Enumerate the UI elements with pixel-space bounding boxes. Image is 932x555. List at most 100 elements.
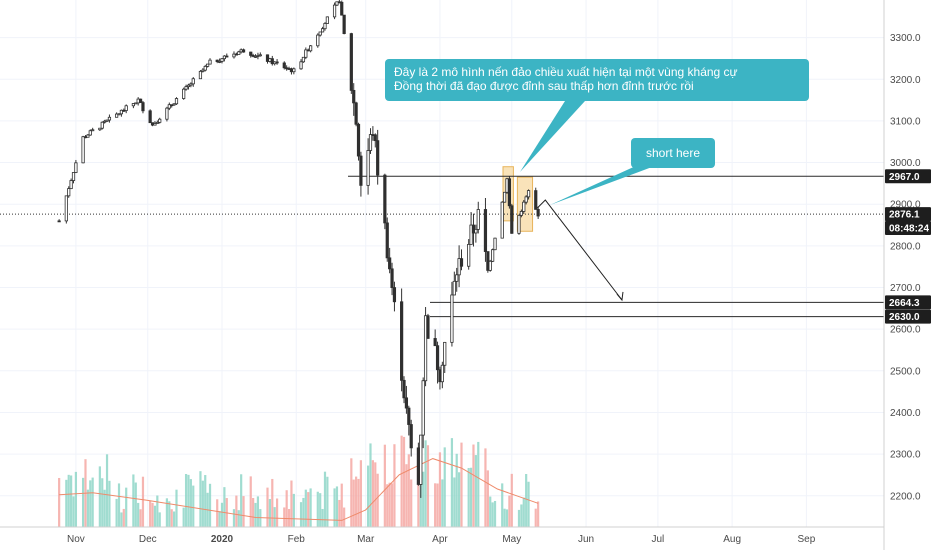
volume-bar bbox=[290, 480, 293, 527]
x-tick-label: Mar bbox=[357, 534, 375, 545]
candle-body bbox=[208, 59, 212, 65]
volume-bar bbox=[299, 502, 303, 527]
candle-body bbox=[467, 243, 471, 267]
candle-body bbox=[172, 103, 176, 106]
candle-body bbox=[189, 83, 193, 86]
candle-body bbox=[435, 345, 440, 371]
candle-body bbox=[376, 140, 380, 176]
y-tick-label: 2400.0 bbox=[890, 408, 921, 419]
candle-body bbox=[519, 211, 523, 216]
candle-body bbox=[265, 54, 270, 62]
candle-body bbox=[103, 120, 107, 123]
candle-body bbox=[443, 341, 447, 366]
volume-bar bbox=[170, 509, 173, 527]
candle-body bbox=[282, 62, 286, 69]
candle-body bbox=[419, 434, 423, 485]
volume-bar bbox=[458, 472, 461, 527]
candle-body bbox=[165, 107, 169, 120]
volume-bar bbox=[460, 442, 463, 527]
candle-body bbox=[184, 86, 188, 90]
candle-body bbox=[507, 178, 512, 207]
annotation-callout-short[interactable]: short here bbox=[631, 138, 715, 168]
volume-bar bbox=[192, 485, 195, 527]
x-tick-label: Jun bbox=[578, 534, 594, 545]
candle-body bbox=[503, 191, 507, 203]
candle-body bbox=[107, 116, 112, 121]
x-axis-ticks[interactable]: Nov Dec 2020 Feb Mar Apr May Jun Jul Aug Sep bbox=[67, 534, 816, 545]
candle-body bbox=[91, 129, 95, 132]
volume-bar bbox=[199, 471, 202, 527]
volume-bar bbox=[81, 477, 85, 527]
y-axis-ticks[interactable]: 3300.0 3200.0 3100.0 3000.0 2900.0 2800.0 2700… bbox=[890, 33, 921, 502]
candle-body bbox=[455, 274, 459, 282]
candle-body bbox=[275, 61, 279, 64]
candle-body bbox=[316, 34, 320, 47]
volume-bar bbox=[273, 507, 276, 527]
annotation-callout-main[interactable]: Đây là 2 mô hình nến đảo chiều xuất hiện… bbox=[385, 59, 809, 101]
candle-body bbox=[340, 1, 344, 16]
volume-bar bbox=[268, 499, 271, 527]
candle-body bbox=[225, 55, 229, 58]
volume-bar bbox=[338, 499, 341, 527]
y-tick-label: 3300.0 bbox=[890, 33, 921, 44]
candle-body bbox=[98, 127, 102, 131]
candle-body bbox=[64, 195, 68, 222]
candle-body bbox=[309, 45, 313, 52]
volume-bar bbox=[438, 452, 442, 527]
volume-bar bbox=[321, 508, 324, 527]
volume-bar bbox=[70, 475, 73, 527]
y-tick-label: 2300.0 bbox=[890, 450, 921, 461]
candle-body bbox=[74, 162, 78, 173]
volume-bar bbox=[283, 507, 286, 527]
volume-bar bbox=[436, 483, 439, 527]
volume-bar bbox=[434, 483, 437, 527]
volume-bar bbox=[467, 467, 470, 527]
volume-bar bbox=[366, 465, 370, 527]
volume-bar bbox=[223, 487, 226, 527]
volume-bar bbox=[117, 483, 121, 527]
volume-bar bbox=[237, 510, 240, 527]
volume-bar bbox=[376, 473, 379, 527]
volume-bar bbox=[58, 477, 61, 527]
volume-bar bbox=[240, 474, 243, 527]
candle-body bbox=[304, 49, 308, 58]
candle-body bbox=[318, 31, 322, 36]
volume-bar bbox=[335, 486, 339, 527]
volume-bar bbox=[175, 489, 178, 527]
volume-bar bbox=[484, 448, 487, 527]
volume-bar bbox=[443, 447, 446, 527]
volume-bar bbox=[405, 464, 408, 527]
candle-body bbox=[459, 258, 464, 267]
y-tick-label: 3000.0 bbox=[890, 158, 921, 169]
x-tick-label: May bbox=[502, 534, 521, 545]
candle-body bbox=[491, 249, 495, 262]
projection-line bbox=[536, 199, 623, 301]
volume-bar bbox=[508, 495, 511, 527]
y-tick-label: 3200.0 bbox=[890, 75, 921, 86]
volume-bar bbox=[340, 483, 343, 527]
candle-body bbox=[323, 23, 327, 30]
candle-body bbox=[536, 209, 540, 217]
volume-bar bbox=[493, 500, 497, 527]
candle-body bbox=[270, 58, 274, 65]
volume-bar bbox=[98, 466, 101, 527]
candle-body bbox=[407, 407, 411, 425]
candle-body bbox=[400, 301, 404, 381]
candle-body bbox=[138, 98, 143, 103]
volume-bar bbox=[132, 474, 135, 527]
volume-bar bbox=[527, 481, 530, 527]
volume-bar bbox=[302, 497, 305, 527]
volume-bar bbox=[271, 478, 274, 527]
volume-bar bbox=[522, 497, 525, 527]
candle-body bbox=[86, 134, 90, 138]
volume-bar bbox=[520, 504, 523, 527]
candle-body bbox=[301, 56, 306, 63]
callout-pointers bbox=[520, 101, 660, 205]
candle-body bbox=[292, 68, 296, 73]
annotation-line-1: Đây là 2 mô hình nến đảo chiều xuất hiện… bbox=[394, 65, 738, 79]
y-tick-label: 2700.0 bbox=[890, 283, 921, 294]
candle-body bbox=[191, 78, 195, 85]
candle-body bbox=[390, 268, 394, 288]
candle-body bbox=[134, 102, 138, 105]
candle-body bbox=[488, 260, 492, 271]
